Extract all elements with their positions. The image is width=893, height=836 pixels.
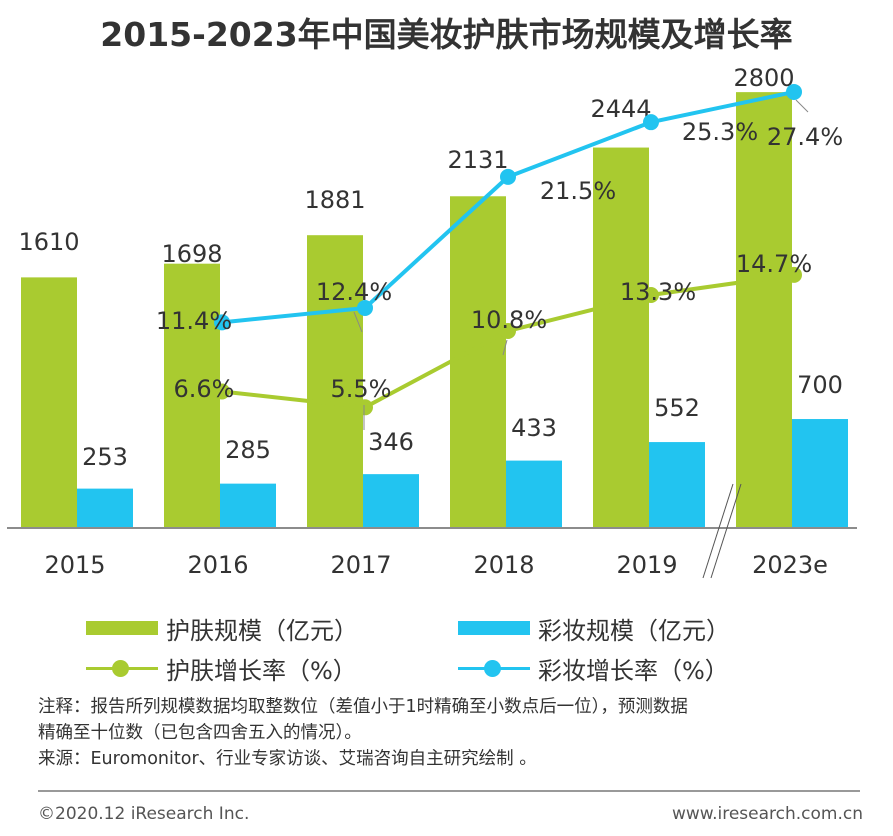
leader-line-2023e xyxy=(795,99,809,113)
makeup-size-label-2018: 433 xyxy=(511,414,557,442)
footer-divider xyxy=(38,790,860,792)
skin-size-label-2023e: 2800 xyxy=(733,64,794,92)
skin-growth-label-2017: 5.5% xyxy=(331,375,392,403)
footer-website: www.iresearch.com.cn xyxy=(671,804,863,824)
skin-growth-label-2019: 13.3% xyxy=(620,278,696,306)
bar-skin-2023e xyxy=(736,92,792,528)
chart-area: 2015 2016 2017 2018 2019 2023e 1610 253 1698 285 1… xyxy=(7,64,857,579)
skin-size-label-2019: 2444 xyxy=(590,95,651,123)
bar-makeup-2018 xyxy=(506,460,562,528)
axis-break-mark-1 xyxy=(702,483,734,579)
bar-skin-2018 xyxy=(450,196,506,528)
x-tick-label-2023e: 2023e xyxy=(752,551,828,579)
axis-break-mark-2 xyxy=(710,483,742,579)
leader-line-2018 xyxy=(502,339,508,356)
chart-title: 2015-2023年中国美妆护肤市场规模及增长率 xyxy=(100,15,793,54)
skin-size-label-2015: 1610 xyxy=(18,228,79,256)
skin-growth-label-2023e: 14.7% xyxy=(736,250,812,278)
legend-label-skin-size: 护肤规模（亿元） xyxy=(166,616,358,645)
leader-line-2017-makeup xyxy=(353,311,363,333)
makeup-growth-point-2023e xyxy=(786,83,802,100)
makeup-growth-label-2023e: 27.4% xyxy=(767,123,843,151)
skin-growth-label-2016: 6.6% xyxy=(174,375,235,403)
makeup-size-label-2023e: 700 xyxy=(797,371,843,399)
footer-copyright: ©2020.12 iResearch Inc. xyxy=(38,804,250,824)
bar-skin-2017 xyxy=(307,235,363,529)
makeup-growth-point-2017 xyxy=(357,299,373,316)
x-tick-label-2016: 2016 xyxy=(187,551,248,579)
skin-growth-point-2019 xyxy=(643,286,659,303)
legend-skin-growth: 护肤增长率（%） xyxy=(86,653,357,685)
bar-makeup-2023e xyxy=(792,419,848,528)
skin-growth-point-2023e xyxy=(786,266,802,283)
legend-label-makeup-size: 彩妆规模（亿元） xyxy=(538,616,730,645)
legend-swatch-makeup-size xyxy=(458,621,530,635)
x-tick-label-2019: 2019 xyxy=(616,551,677,579)
skin-growth-label-2018: 10.8% xyxy=(471,306,547,334)
bar-makeup-2015 xyxy=(77,488,133,528)
makeup-size-label-2019: 552 xyxy=(654,394,700,422)
bar-makeup-2019 xyxy=(649,442,705,528)
note-line-2: 精确至十位数（已包含四舍五入的情况）。 xyxy=(38,723,362,743)
legend-swatch-skin-size xyxy=(86,621,158,635)
x-tick-label-2018: 2018 xyxy=(473,551,534,579)
makeup-growth-point-2016 xyxy=(214,314,230,331)
legend-makeup-size: 彩妆规模（亿元） xyxy=(458,613,730,645)
makeup-growth-label-2016: 11.4% xyxy=(156,307,232,335)
makeup-size-label-2017: 346 xyxy=(368,428,414,456)
x-tick-label-2015: 2015 xyxy=(44,551,105,579)
bar-makeup-2017 xyxy=(363,474,419,528)
legend-swatch-makeup-growth xyxy=(458,656,530,680)
source-line: 来源：Euromonitor、行业专家访谈、艾瑞咨询自主研究绘制 。 xyxy=(38,749,537,769)
skin-growth-point-2018 xyxy=(500,322,516,339)
makeup-growth-label-2018: 21.5% xyxy=(540,177,616,205)
skin-size-label-2016: 1698 xyxy=(161,240,222,268)
skin-growth-point-2017 xyxy=(357,399,373,416)
legend-skin-size: 护肤规模（亿元） xyxy=(86,613,358,645)
legend-label-skin-growth: 护肤增长率（%） xyxy=(166,656,357,685)
skin-size-label-2017: 1881 xyxy=(304,186,365,214)
makeup-size-label-2015: 253 xyxy=(82,443,128,471)
x-tick-label-2017: 2017 xyxy=(330,551,391,579)
makeup-growth-point-2019 xyxy=(643,114,659,131)
bar-skin-2016 xyxy=(164,263,220,528)
makeup-growth-label-2017: 12.4% xyxy=(316,278,392,306)
bar-skin-2019 xyxy=(593,147,649,528)
legend-label-makeup-growth: 彩妆增长率（%） xyxy=(538,656,729,685)
skin-size-label-2018: 2131 xyxy=(447,146,508,174)
legend-swatch-skin-growth xyxy=(86,656,158,680)
makeup-size-label-2016: 285 xyxy=(225,436,271,464)
note-line-1: 注释：报告所列规模数据均取整数位（差值小于1时精确至小数点后一位），预测数据 xyxy=(38,697,688,717)
makeup-growth-label-2019: 25.3% xyxy=(682,118,758,146)
makeup-growth-point-2018 xyxy=(500,168,516,185)
skin-growth-point-2016 xyxy=(214,383,230,400)
legend-makeup-growth: 彩妆增长率（%） xyxy=(458,653,729,685)
bar-makeup-2016 xyxy=(220,483,276,528)
bar-skin-2015 xyxy=(21,277,77,528)
